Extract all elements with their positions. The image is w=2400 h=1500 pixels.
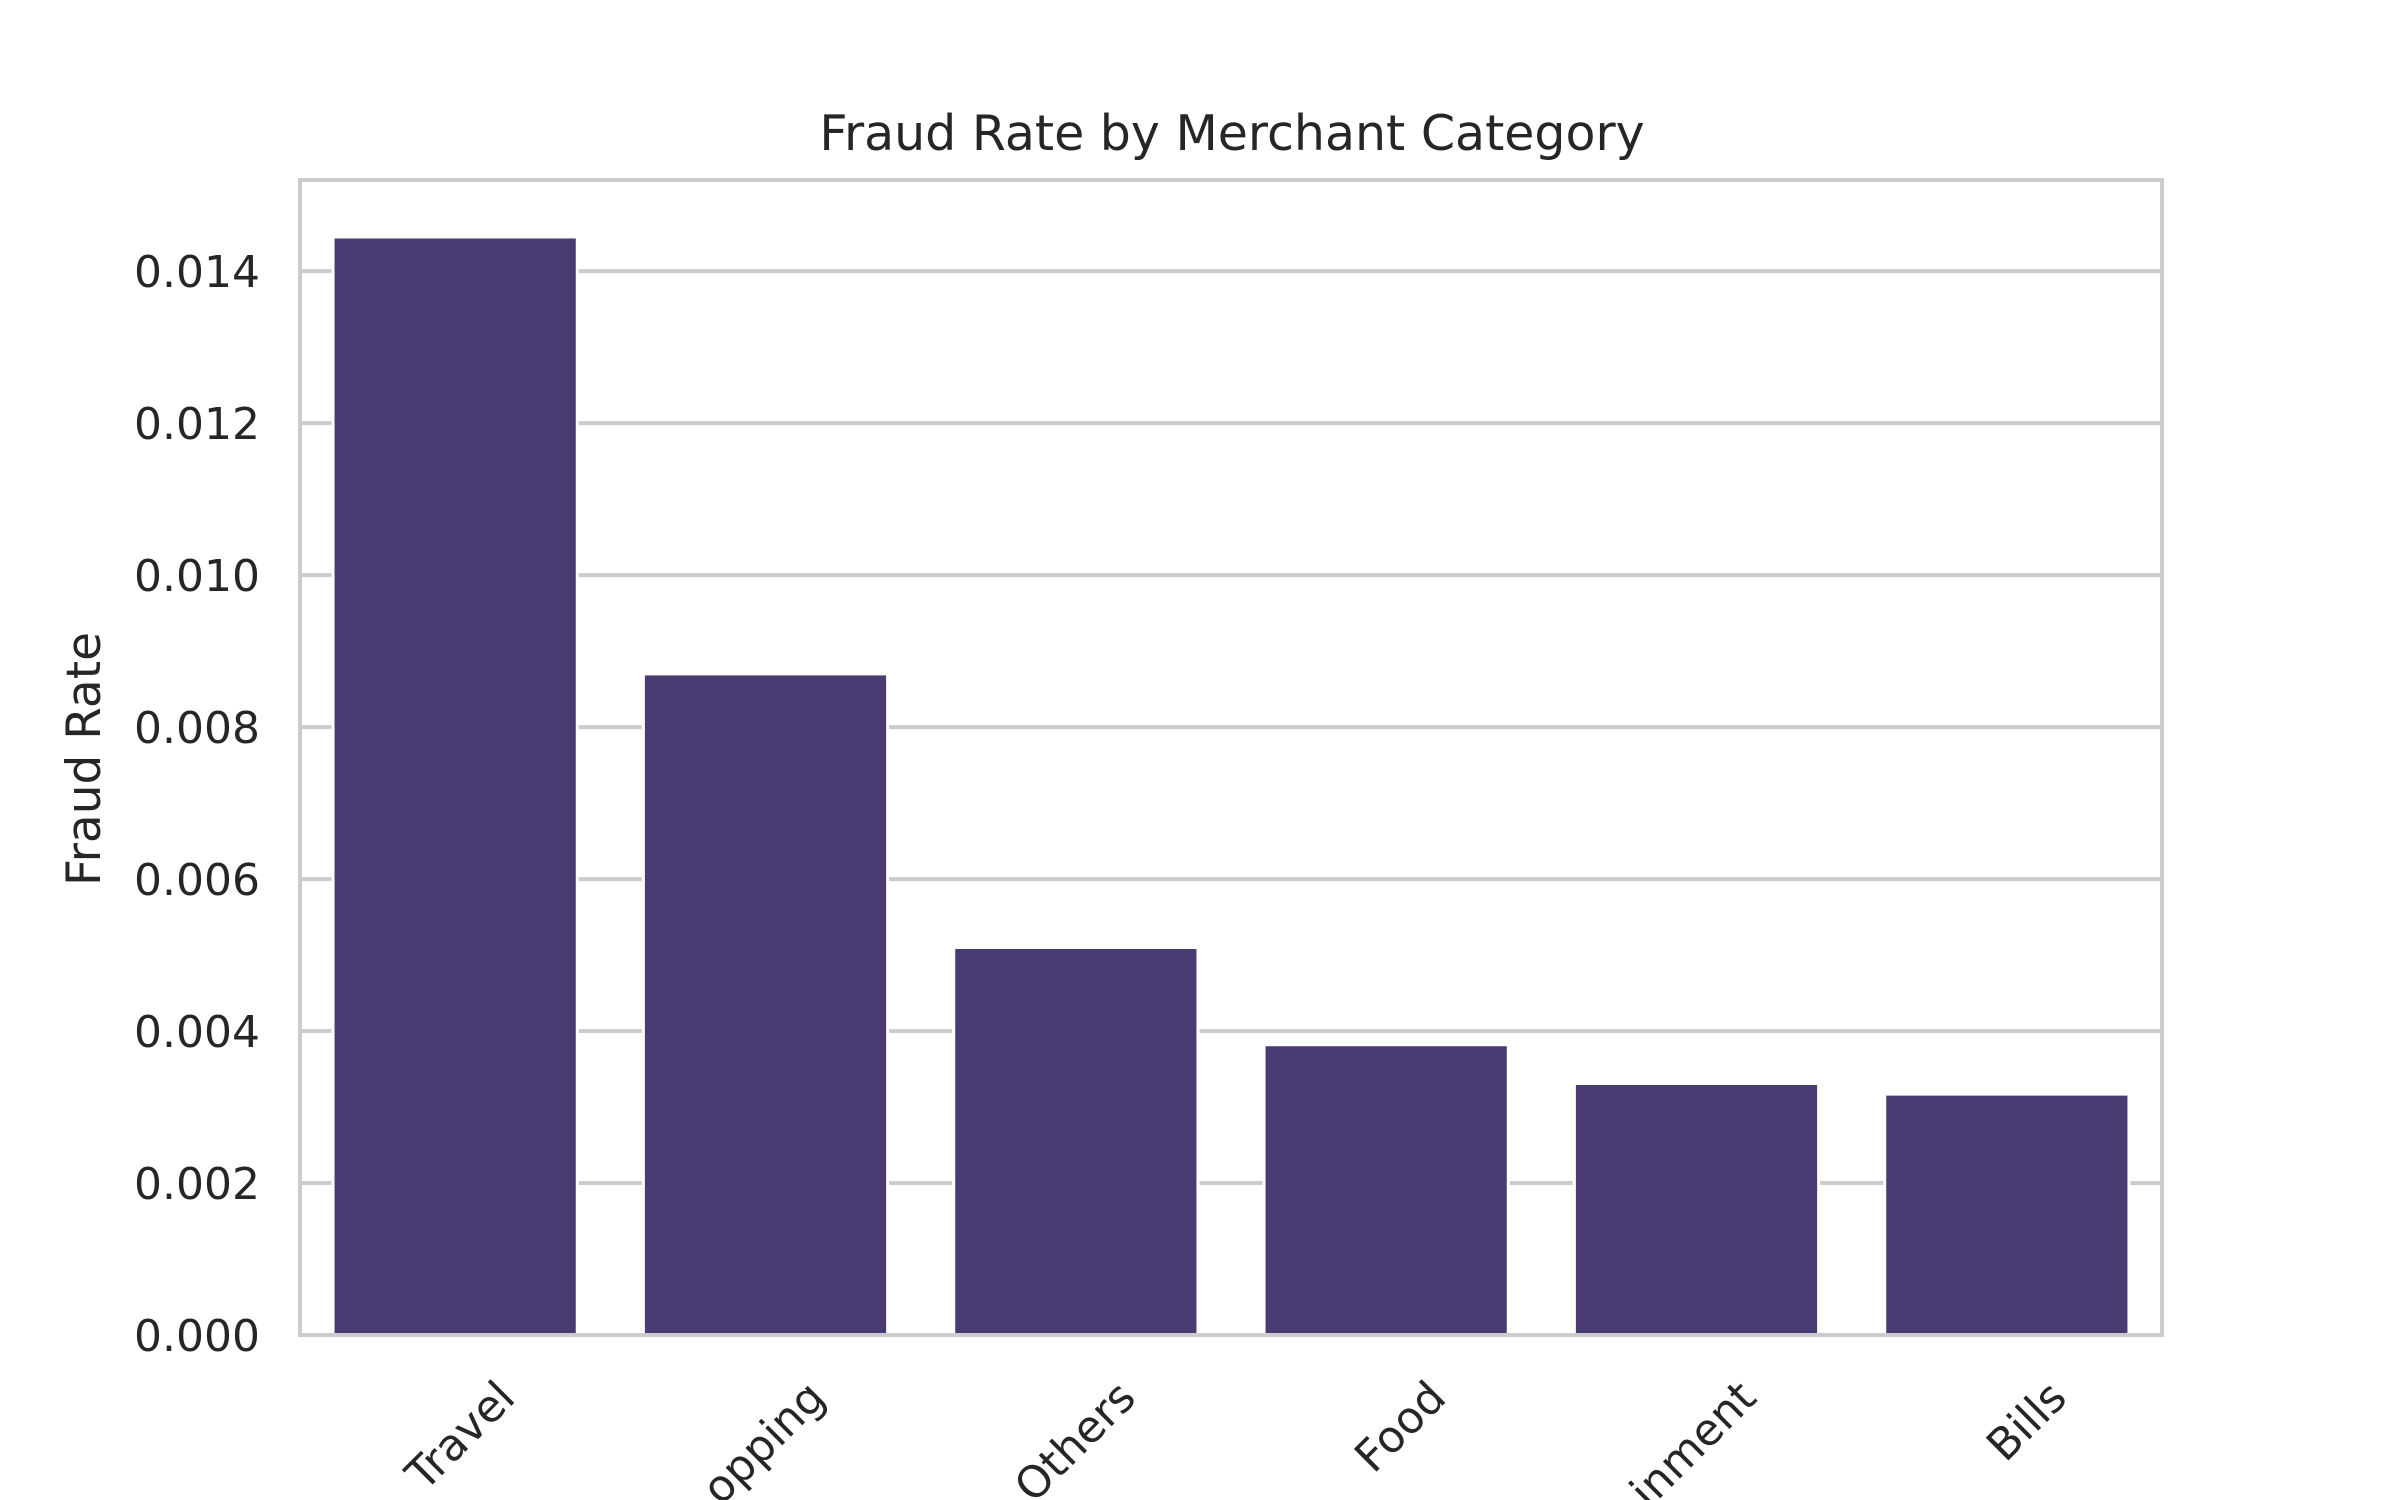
bar-food <box>1262 1043 1510 1337</box>
bar-shopping <box>641 672 890 1337</box>
bar-travel <box>331 235 579 1337</box>
x-tick-label: opping <box>693 1372 836 1500</box>
y-axis-label: Fraud Rate <box>57 632 112 886</box>
y-tick-label: 0.008 <box>134 703 260 754</box>
bars <box>331 235 2131 1337</box>
x-tick-label: Travel <box>396 1372 525 1500</box>
y-gridlines <box>300 269 2162 1337</box>
y-tick-label: 0.004 <box>134 1007 260 1058</box>
y-tick-label: 0.002 <box>134 1159 260 1210</box>
x-tick-label: Others <box>1005 1372 1146 1500</box>
x-tick-label: inment <box>1620 1372 1766 1500</box>
y-tick-label: 0.010 <box>134 551 260 602</box>
bar-others <box>952 945 1200 1337</box>
x-tick-label: Bills <box>1977 1372 2077 1472</box>
y-tick-labels: 0.000 0.002 0.004 0.006 0.008 0.010 0.012 0.014 <box>134 247 260 1362</box>
plot-frame <box>298 178 2164 1337</box>
x-tick-label: Food <box>1345 1372 1456 1483</box>
y-tick-label: 0.006 <box>134 855 260 906</box>
chart-title: Fraud Rate by Merchant Category <box>819 105 1644 162</box>
bar-bills <box>1883 1092 2131 1337</box>
x-tick-labels: Travel opping Others Food inment Bills <box>396 1372 2077 1500</box>
y-tick-label: 0.000 <box>134 1311 260 1362</box>
y-tick-label: 0.012 <box>134 399 260 450</box>
y-tick-label: 0.014 <box>134 247 260 298</box>
bar-entertainment <box>1572 1081 1821 1337</box>
